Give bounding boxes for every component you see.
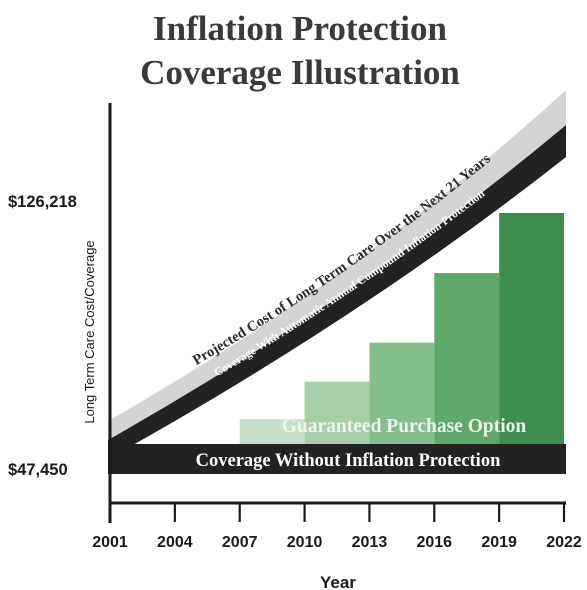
y-axis-title: Long Term Care Cost/Coverage <box>82 240 97 423</box>
y-value-label-1: $47,450 <box>8 461 68 479</box>
x-tick-label-2013: 2013 <box>352 534 388 551</box>
y-value-label-0: $126,218 <box>8 193 77 211</box>
projected-cost-band <box>108 90 566 440</box>
x-tick-label-2001: 2001 <box>92 534 128 551</box>
coverage-step-2016-2019 <box>434 273 500 460</box>
chart-subtitle: Coverage Illustration <box>140 53 460 92</box>
x-tick-label-2022: 2022 <box>546 534 582 551</box>
guaranteed-purchase-label: Guaranteed Purchase Option <box>282 416 527 437</box>
x-tick-label-2016: 2016 <box>416 534 452 551</box>
x-tick-label-2010: 2010 <box>287 534 323 551</box>
chart-title: Inflation Protection <box>153 9 447 48</box>
x-tick-label-2004: 2004 <box>157 534 193 551</box>
x-tick-label-2007: 2007 <box>222 534 258 551</box>
x-axis-title: Year <box>320 573 356 590</box>
flat-coverage-label: Coverage Without Inflation Protection <box>196 451 501 471</box>
coverage-step-2013-2016 <box>369 342 435 460</box>
axes <box>108 103 566 523</box>
compound-coverage-band <box>108 125 566 459</box>
coverage-step-2019-2022 <box>499 213 564 460</box>
x-tick-label-2019: 2019 <box>481 534 517 551</box>
flat-coverage-band <box>108 444 566 474</box>
